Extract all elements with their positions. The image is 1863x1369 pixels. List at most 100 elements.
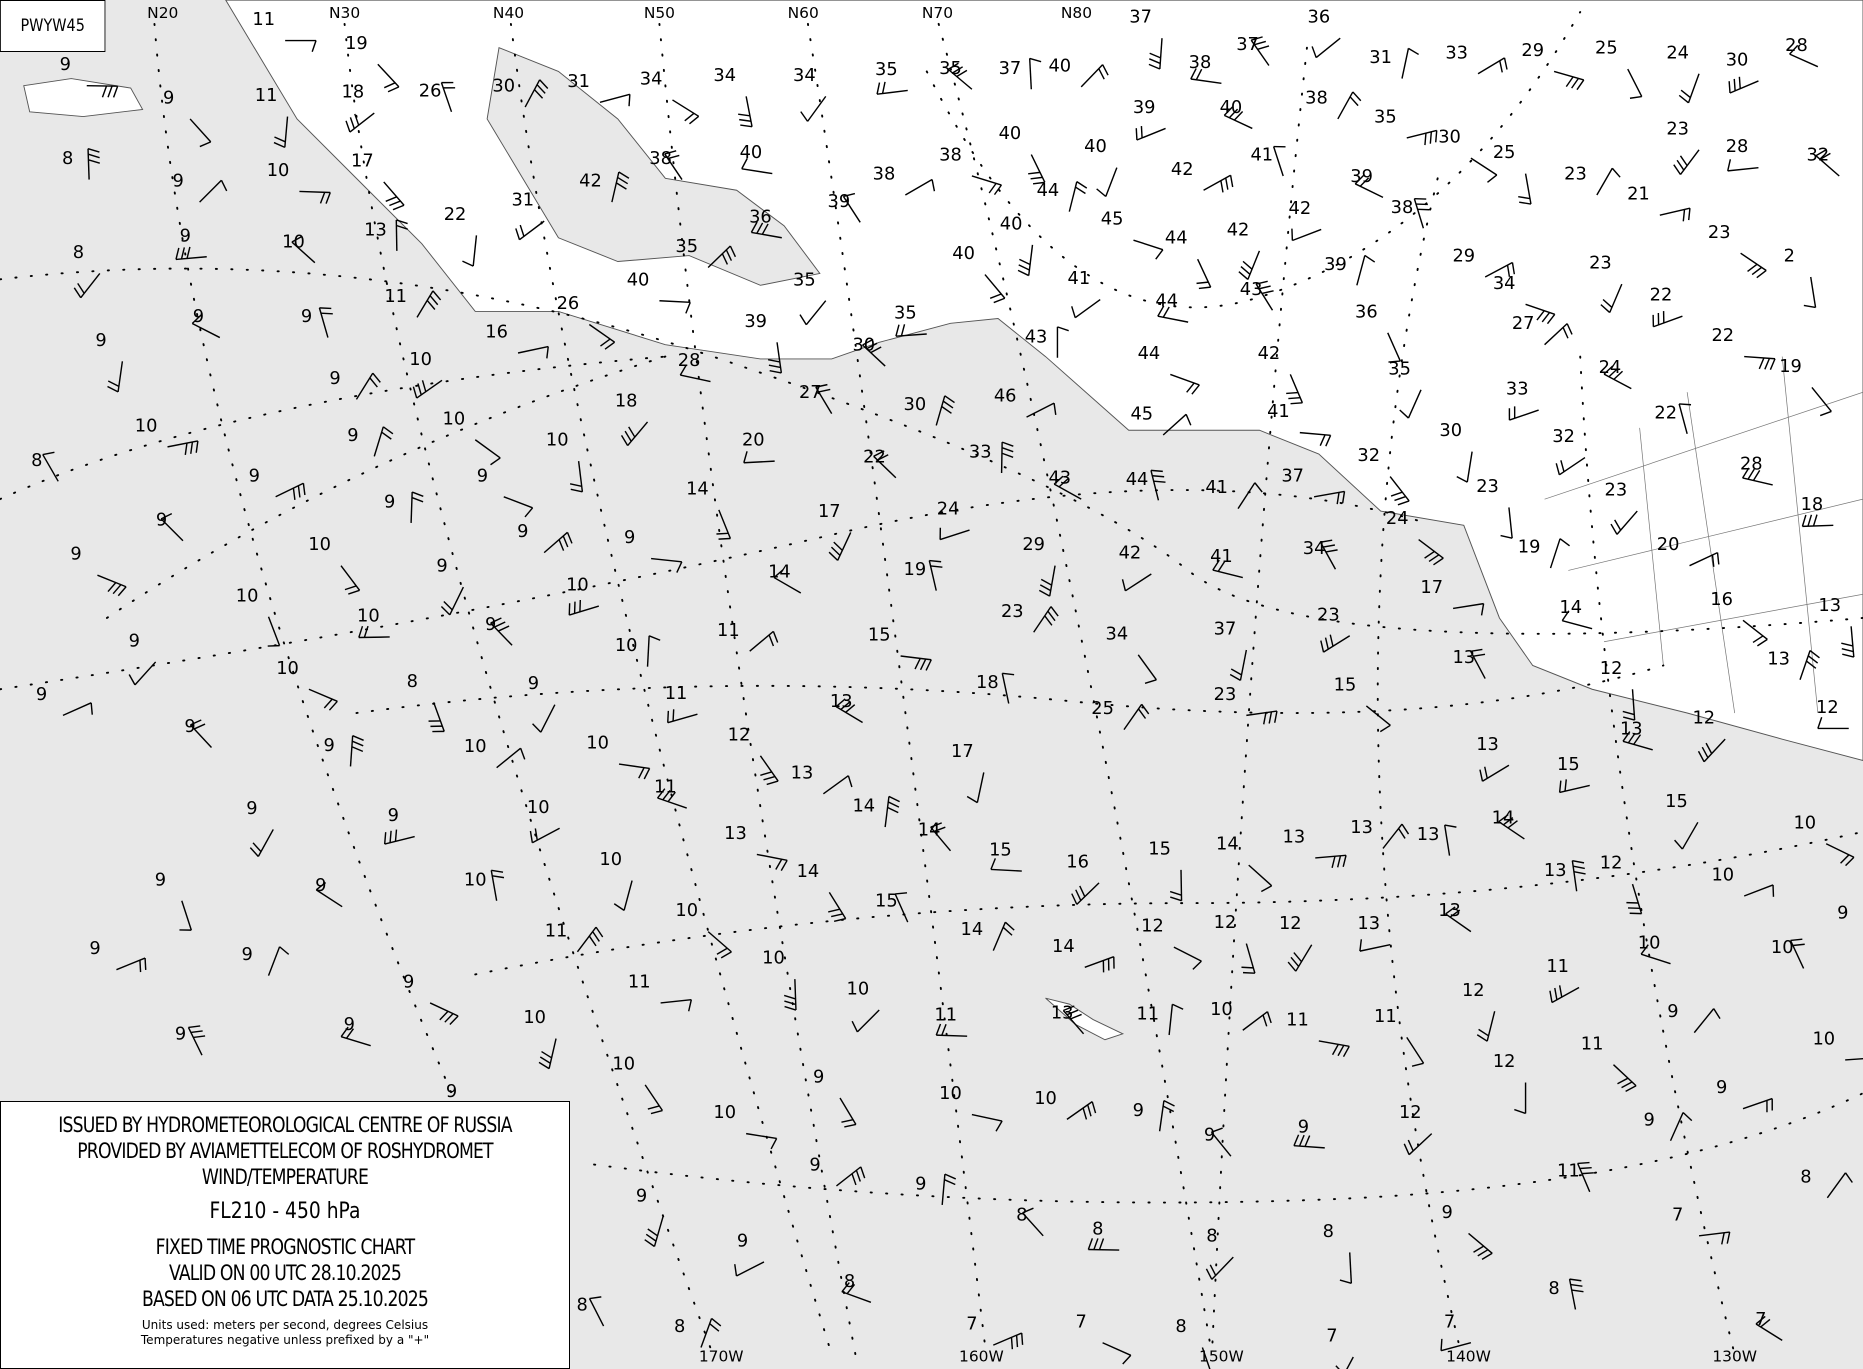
wind-barb	[1339, 1252, 1353, 1284]
wind-barb	[894, 892, 909, 923]
wind-barb	[1084, 956, 1115, 973]
wind-barb	[1068, 181, 1088, 212]
wind-barb	[750, 221, 782, 239]
temperature-label: 9	[636, 1185, 647, 1206]
wind-barb	[515, 220, 545, 241]
wind-barb	[1755, 1315, 1783, 1341]
temperature-label: 9	[315, 875, 326, 896]
temperature-label: 30	[904, 394, 927, 415]
wind-barb	[1237, 482, 1263, 510]
wind-barb	[1190, 68, 1222, 85]
wind-barb	[773, 569, 802, 594]
wind-barb	[1157, 305, 1189, 323]
wind-barb	[1038, 565, 1056, 597]
wind-barb	[1678, 403, 1692, 434]
wind-barb	[620, 421, 649, 447]
wind-barb	[1555, 456, 1586, 476]
wind-barb	[1413, 198, 1430, 229]
temperature-label: 9	[70, 544, 81, 565]
temperature-label: 11	[1546, 956, 1569, 977]
temperature-label: 11	[1374, 1006, 1397, 1027]
temperature-label: 39	[1133, 97, 1156, 118]
island	[23, 78, 144, 118]
wind-barb	[1337, 91, 1362, 120]
grid-line	[593, 1092, 1863, 1204]
temperature-label: 11	[665, 683, 688, 704]
temperature-label: 14	[1052, 936, 1075, 957]
temperature-label: 20	[1657, 534, 1680, 555]
temperature-label: 13	[724, 823, 747, 844]
temperature-label: 44	[1126, 469, 1149, 490]
temperature-label: 44	[1037, 180, 1060, 201]
temperature-label: 35	[1388, 358, 1411, 379]
temperature-label: 34	[1303, 538, 1326, 559]
wind-barb	[568, 599, 600, 616]
temperature-label: 16	[1066, 851, 1089, 872]
wind-barb	[1248, 864, 1273, 893]
wind-barb	[355, 372, 381, 400]
temperature-label: 10	[1812, 1029, 1835, 1050]
temperature-label: 12	[728, 724, 751, 745]
temperature-label: 35	[894, 303, 917, 324]
temperature-label: 40	[952, 243, 975, 264]
temperature-label: 10	[409, 349, 432, 370]
temperature-label: 10	[1034, 1088, 1057, 1109]
temperature-label: 40	[1000, 213, 1023, 234]
wind-barb	[741, 157, 773, 175]
temperature-label: 23	[1605, 480, 1628, 501]
temperature-label: 11	[1557, 1160, 1580, 1181]
temperature-label: 11	[255, 85, 278, 106]
wind-barb	[1600, 283, 1623, 314]
sea-inlet	[486, 46, 821, 286]
wind-barb	[1223, 106, 1253, 130]
wind-barb	[990, 858, 1022, 872]
temperature-label: 9	[155, 869, 166, 890]
temperature-label: 15	[868, 625, 891, 646]
temperature-label: 25	[1091, 698, 1114, 719]
temperature-label: 8	[844, 1271, 855, 1292]
wind-barb	[1158, 1100, 1175, 1132]
temperature-label: 16	[485, 322, 508, 343]
temperature-label: 27	[1512, 313, 1535, 334]
chart-id: PWYW45	[20, 16, 85, 36]
temperature-label: 37	[1281, 465, 1304, 486]
wind-barb	[828, 532, 852, 561]
temperature-label: 33	[1445, 42, 1468, 63]
temperature-label: 11	[1286, 1009, 1309, 1030]
wind-barb	[1698, 1231, 1731, 1245]
temperature-label: 26	[557, 293, 580, 314]
temperature-label: 22	[1654, 402, 1677, 423]
wind-barb	[992, 921, 1015, 951]
temperature-label: 35	[1374, 107, 1397, 128]
temperature-label: 14	[686, 478, 709, 499]
wind-barb	[199, 179, 228, 203]
longitude-labels: 170W 160W 150W 140W 130W	[699, 1348, 1757, 1366]
temperature-label: 13	[1620, 718, 1643, 739]
wind-barb	[679, 364, 711, 383]
wind-barb	[646, 635, 661, 667]
wind-barb	[410, 491, 424, 523]
temperature-label: 13	[1767, 648, 1790, 669]
temperature-label: 13	[1476, 734, 1499, 755]
temperature-label: 10	[615, 635, 638, 656]
temperature-label: 9	[813, 1067, 824, 1088]
grid-line	[1210, 46, 1308, 1356]
wind-barb	[86, 84, 119, 98]
wind-barb	[1148, 38, 1163, 70]
temperature-label: 44	[1155, 291, 1178, 312]
wind-barb	[1406, 129, 1438, 146]
wind-barb	[588, 323, 616, 350]
temperature-label: 43	[1048, 468, 1071, 489]
temperature-label: 11	[1581, 1033, 1604, 1054]
wind-barb	[496, 747, 526, 769]
wind-barb	[851, 1009, 880, 1033]
wind-barb	[1021, 1207, 1044, 1237]
temperature-label: 10	[546, 430, 569, 451]
temperature-label: 36	[749, 206, 772, 227]
wind-barb	[428, 702, 445, 733]
wind-barb	[1845, 1057, 1863, 1061]
temperature-label: 22	[1650, 285, 1673, 306]
temperature-label: 9	[809, 1154, 820, 1175]
wind-barb	[1135, 126, 1166, 141]
latitude-label: N70	[922, 4, 953, 22]
